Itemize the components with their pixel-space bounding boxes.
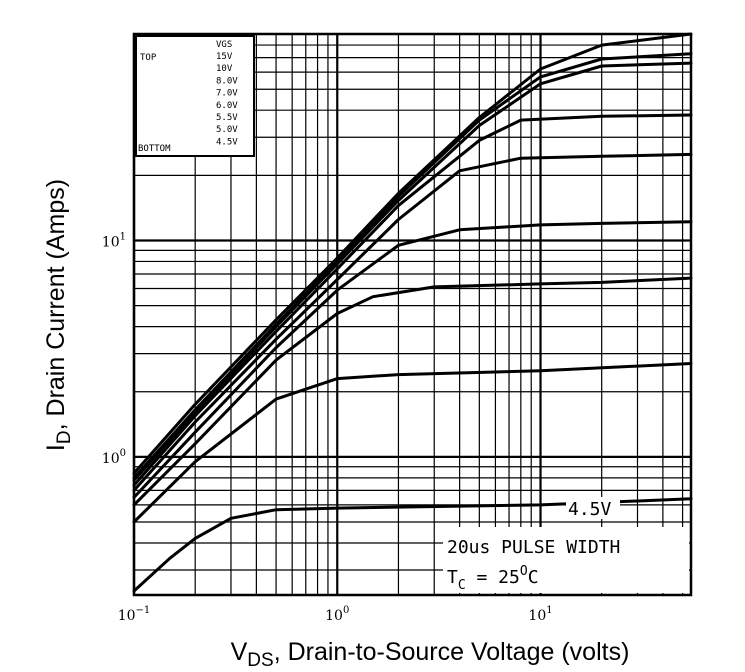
legend-entry: 6.0V [216, 101, 238, 111]
annotation-line2: TC = 25OC [447, 564, 539, 593]
legend-entry: 10V [216, 64, 233, 74]
legend-box [135, 35, 255, 157]
legend-entry: 5.5V [216, 113, 238, 123]
x-tick-labels: 10−1 100 101 [118, 605, 553, 624]
annotation: 20us PULSE WIDTH TC = 25OC [443, 527, 689, 593]
series-line-4p5v [132, 362, 693, 524]
legend-entry: 7.0V [216, 89, 238, 99]
curve-label: 4.5V [566, 497, 620, 520]
curves [132, 32, 693, 593]
series-line-lowest [132, 497, 693, 593]
x-tick-label: 100 [325, 605, 349, 624]
series-line-7p0v [132, 113, 693, 487]
legend-header: VGS [216, 40, 232, 50]
x-axis-title: VDS, Drain-to-Source Voltage (volts) [231, 638, 630, 671]
curve-label-text: 4.5V [568, 499, 612, 520]
y-tick-labels: 100 101 [102, 231, 126, 466]
legend-bottom-label: BOTTOM [138, 144, 171, 154]
x-tick-label: 101 [528, 605, 552, 624]
legend-entry: 5.0V [216, 125, 238, 135]
y-tick-label: 101 [102, 231, 126, 250]
legend-entry: 8.0V [216, 76, 238, 86]
curve-label-bg [566, 497, 620, 519]
legend: TOP BOTTOM VGS 15V 10V 8.0V 7.0V 6.0V 5.5V 5.0… [135, 35, 255, 157]
legend-top-label: TOP [140, 53, 157, 63]
legend-entry: 4.5V [216, 137, 238, 147]
series-line-8p0v [132, 61, 693, 482]
y-tick-label: 100 [102, 448, 126, 467]
annotation-line1: 20us PULSE WIDTH [447, 537, 620, 558]
series-line-5p0v [132, 276, 693, 507]
annotation-box [443, 527, 689, 593]
x-tick-label: 10−1 [118, 605, 151, 624]
plot-frame [132, 32, 693, 597]
series-line-5p5v [132, 220, 693, 499]
series-line-6p0v [132, 152, 693, 492]
legend-entries: 15V 10V 8.0V 7.0V 6.0V 5.5V 5.0V 4.5V [216, 52, 238, 147]
y-axis-title: ID, Drain Current (Amps) [42, 179, 75, 451]
legend-entry: 15V [216, 52, 233, 62]
series-line-15v [132, 32, 693, 475]
series-line-10v [132, 52, 693, 480]
